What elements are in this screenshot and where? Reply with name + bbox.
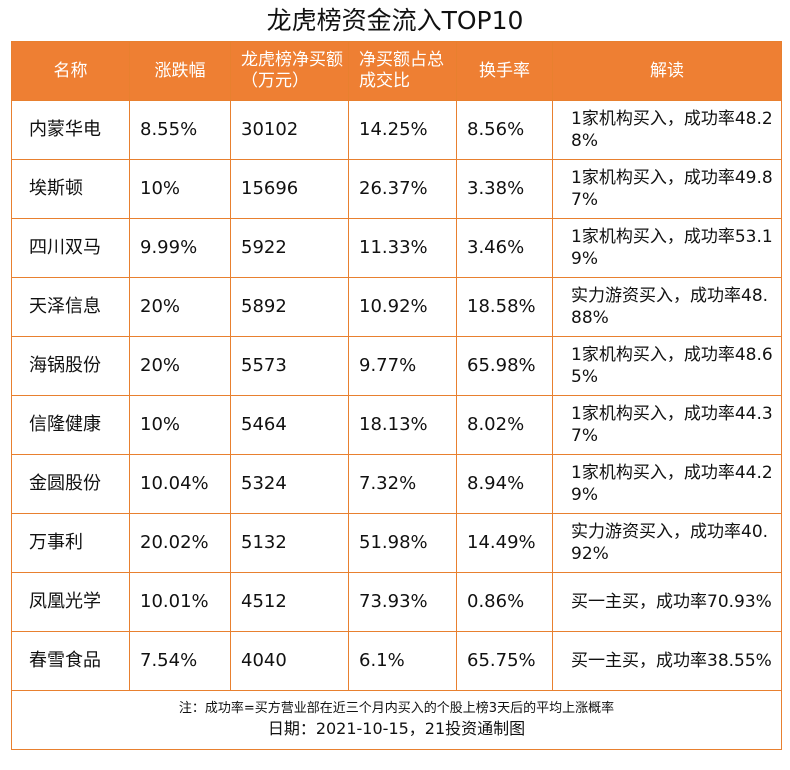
net-buy-cell: 5892 [230, 277, 349, 337]
stock-name-cell: 凤凰光学 [11, 572, 130, 632]
change-cell: 9.99% [129, 218, 231, 278]
header-net-buy: 龙虎榜净买额（万元） [230, 41, 349, 101]
interpretation-cell: 1家机构买入，成功率49.87% [552, 159, 782, 219]
header-note: 解读 [552, 41, 782, 101]
stock-name-cell: 内蒙华电 [11, 100, 130, 160]
turnover-cell: 8.56% [456, 100, 553, 160]
interpretation-cell: 实力游资买入，成功率48.88% [552, 277, 782, 337]
page-title: 龙虎榜资金流入TOP10 [266, 6, 524, 35]
net-buy-cell: 30102 [230, 100, 349, 160]
ratio-cell: 26.37% [348, 159, 457, 219]
ratio-cell: 14.25% [348, 100, 457, 160]
turnover-cell: 3.46% [456, 218, 553, 278]
turnover-cell: 3.38% [456, 159, 553, 219]
footer-row: 注：成功率=买方营业部在近三个月内买入的个股上榜3天后的平均上涨概率 日期：20… [11, 690, 782, 750]
net-buy-cell: 5922 [230, 218, 349, 278]
table-row: 春雪食品 7.54% 4040 6.1% 65.75% 买一主买，成功率38.55% [11, 631, 782, 691]
change-cell: 8.55% [129, 100, 231, 160]
net-buy-cell: 15696 [230, 159, 349, 219]
stock-name-cell: 万事利 [11, 513, 130, 573]
ratio-cell: 18.13% [348, 395, 457, 455]
net-buy-cell: 5132 [230, 513, 349, 573]
net-buy-cell: 5573 [230, 336, 349, 396]
stock-name-cell: 春雪食品 [11, 631, 130, 691]
table-row: 凤凰光学 10.01% 4512 73.93% 0.86% 买一主买，成功率70.93% [11, 572, 782, 632]
change-cell: 10.04% [129, 454, 231, 514]
change-cell: 20% [129, 336, 231, 396]
header-change: 涨跌幅 [129, 41, 231, 101]
interpretation-cell: 1家机构买入，成功率48.65% [552, 336, 782, 396]
interpretation-cell: 1家机构买入，成功率44.37% [552, 395, 782, 455]
interpretation-cell: 1家机构买入，成功率44.29% [552, 454, 782, 514]
stock-name-cell: 信隆健康 [11, 395, 130, 455]
table-row: 四川双马 9.99% 5922 11.33% 3.46% 1家机构买入，成功率53.19% [11, 218, 782, 278]
turnover-cell: 0.86% [456, 572, 553, 632]
footer-cell: 注：成功率=买方营业部在近三个月内买入的个股上榜3天后的平均上涨概率 日期：20… [11, 690, 782, 750]
interpretation-cell: 实力游资买入，成功率40.92% [552, 513, 782, 573]
ratio-cell: 51.98% [348, 513, 457, 573]
header-ratio: 净买额占总成交比 [348, 41, 457, 101]
ratio-cell: 6.1% [348, 631, 457, 691]
ratio-cell: 73.93% [348, 572, 457, 632]
ratio-cell: 10.92% [348, 277, 457, 337]
interpretation-cell: 1家机构买入，成功率53.19% [552, 218, 782, 278]
interpretation-cell: 1家机构买入，成功率48.28% [552, 100, 782, 160]
turnover-cell: 65.98% [456, 336, 553, 396]
table-row: 内蒙华电 8.55% 30102 14.25% 8.56% 1家机构买入，成功率48.28… [11, 100, 782, 160]
net-buy-cell: 5464 [230, 395, 349, 455]
change-cell: 10% [129, 395, 231, 455]
data-table: 名称 涨跌幅 龙虎榜净买额（万元） 净买额占总成交比 换手率 解读 内蒙华电 8.… [11, 41, 782, 750]
table-row: 埃斯顿 10% 15696 26.37% 3.38% 1家机构买入，成功率49.87% [11, 159, 782, 219]
interpretation-cell: 买一主买，成功率38.55% [552, 631, 782, 691]
interpretation-cell: 买一主买，成功率70.93% [552, 572, 782, 632]
ratio-cell: 9.77% [348, 336, 457, 396]
table-row: 天泽信息 20% 5892 10.92% 18.58% 实力游资买入，成功率48.88% [11, 277, 782, 337]
stock-name-cell: 四川双马 [11, 218, 130, 278]
turnover-cell: 65.75% [456, 631, 553, 691]
change-cell: 7.54% [129, 631, 231, 691]
change-cell: 10.01% [129, 572, 231, 632]
turnover-cell: 14.49% [456, 513, 553, 573]
table-row: 海锅股份 20% 5573 9.77% 65.98% 1家机构买入，成功率48.65% [11, 336, 782, 396]
table-row: 金圆股份 10.04% 5324 7.32% 8.94% 1家机构买入，成功率44.29% [11, 454, 782, 514]
date-source: 日期：2021-10-15，21投资通制图 [267, 719, 526, 738]
stock-name-cell: 埃斯顿 [11, 159, 130, 219]
turnover-cell: 8.94% [456, 454, 553, 514]
change-cell: 10% [129, 159, 231, 219]
net-buy-cell: 4040 [230, 631, 349, 691]
stock-name-cell: 天泽信息 [11, 277, 130, 337]
turnover-cell: 18.58% [456, 277, 553, 337]
net-buy-cell: 4512 [230, 572, 349, 632]
change-cell: 20.02% [129, 513, 231, 573]
header-name: 名称 [11, 41, 130, 101]
turnover-cell: 8.02% [456, 395, 553, 455]
net-buy-cell: 5324 [230, 454, 349, 514]
change-cell: 20% [129, 277, 231, 337]
table-row: 信隆健康 10% 5464 18.13% 8.02% 1家机构买入，成功率44.37% [11, 395, 782, 455]
header-turnover: 换手率 [456, 41, 553, 101]
ratio-cell: 11.33% [348, 218, 457, 278]
footnote: 注：成功率=买方营业部在近三个月内买入的个股上榜3天后的平均上涨概率 [178, 701, 615, 716]
stock-name-cell: 海锅股份 [11, 336, 130, 396]
stock-name-cell: 金圆股份 [11, 454, 130, 514]
ratio-cell: 7.32% [348, 454, 457, 514]
header-row: 名称 涨跌幅 龙虎榜净买额（万元） 净买额占总成交比 换手率 解读 [11, 41, 782, 101]
table-row: 万事利 20.02% 5132 51.98% 14.49% 实力游资买入，成功率40.92… [11, 513, 782, 573]
